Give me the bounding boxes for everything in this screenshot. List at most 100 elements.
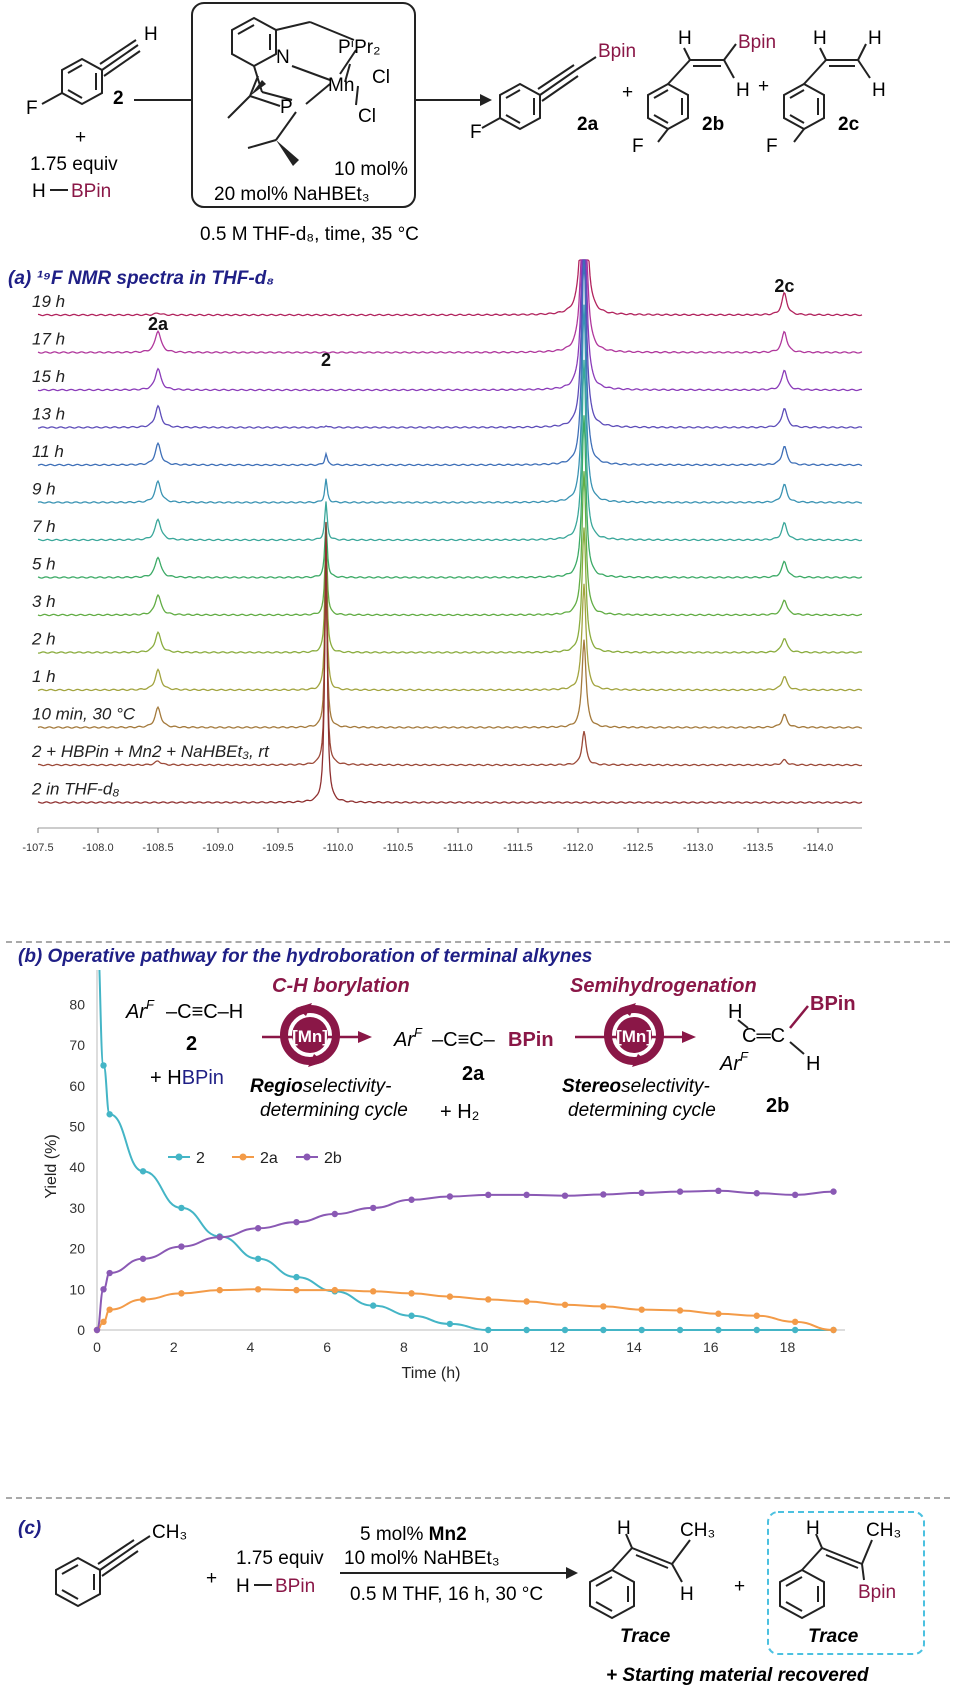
scheme-c: (c) CH₃ + 1.75 equiv H BPin 5 mol% Mn2 1… [18, 1511, 925, 1686]
nmr-axis-tick: -108.5 [142, 842, 173, 854]
legend-label: 2a [260, 1150, 278, 1167]
mn-label-1: [Mn] [292, 1027, 328, 1046]
reaction-scheme-top: H F 2 + 1.75 equiv H BPin N PⁱPr₂ Mn Cl … [26, 2, 886, 245]
data-point-2a [369, 1288, 377, 1295]
data-point-2b [106, 1269, 113, 1277]
data-point-2b [293, 1218, 300, 1226]
svg-text:F: F [470, 122, 482, 143]
y-tick-label: 90 [69, 970, 85, 972]
nmr-section-title: (a) ¹⁹F NMR spectra in THF-d₈ [8, 268, 275, 289]
data-point-2a [600, 1303, 607, 1310]
data-point-2b [216, 1234, 223, 1241]
catalyst-n: N [276, 47, 290, 68]
data-point-2a [293, 1286, 300, 1294]
nmr-trace [38, 359, 863, 542]
x-tick-label: 4 [247, 1339, 255, 1355]
nmr-axis-tick: -112.0 [563, 842, 593, 854]
data-point-2 [408, 1312, 415, 1319]
data-point-2 [676, 1326, 684, 1334]
pathway-compound-2b: 2b [766, 1095, 789, 1117]
nmr-trace [37, 471, 862, 617]
nmr-trace-label: 7 h [32, 517, 56, 536]
nmr-trace-label: 11 h [32, 442, 64, 461]
mn-cycle-1 [280, 1003, 340, 1067]
svg-text:F: F [632, 136, 644, 157]
legend-label: 2b [324, 1150, 342, 1167]
nmr-axis-tick: -112.5 [623, 842, 653, 854]
regio-line1: Regioselectivity- [250, 1076, 391, 1097]
nmr-trace [37, 564, 863, 767]
svg-text:–C≡C–: –C≡C– [432, 1029, 496, 1051]
stereo-line2: determining cycle [568, 1100, 716, 1121]
fluoro-label: F [26, 98, 38, 119]
nmr-peak-label: 2 [321, 350, 331, 370]
svg-text:H: H [813, 28, 827, 49]
data-point-2a [830, 1326, 837, 1334]
product-2a-bpin: Bpin [598, 41, 636, 62]
data-point-2b [100, 1286, 107, 1293]
data-point-2b [676, 1188, 684, 1195]
data-point-2b [830, 1188, 837, 1195]
yield-chart: 0102030405060708090100024681012141618Tim… [43, 970, 845, 1382]
vinyl-bpin: BPin [810, 993, 856, 1015]
data-point-2 [791, 1326, 799, 1334]
data-point-2a [139, 1296, 147, 1303]
data-point-2 [485, 1326, 492, 1334]
pathway-scheme: ArF –C≡C–H 2 + HBPin C-H borylation [Mn]… [125, 975, 856, 1123]
data-point-2a [254, 1286, 262, 1293]
y-tick-label: 60 [69, 1078, 85, 1094]
nmr-trace [37, 522, 863, 804]
trace-1: Trace [620, 1626, 671, 1647]
data-point-2a [331, 1286, 339, 1294]
product-2c-label: 2c [838, 114, 860, 135]
data-point-2a [561, 1301, 569, 1308]
y-tick-label: 80 [69, 996, 85, 1012]
data-point-2 [523, 1326, 530, 1334]
data-point-2b [254, 1225, 262, 1232]
svg-text:H: H [678, 28, 692, 49]
data-point-2a [485, 1296, 492, 1303]
data-point-2a [408, 1290, 415, 1297]
x-tick-label: 2 [170, 1339, 178, 1355]
data-point-2 [100, 1062, 107, 1069]
legend-marker [303, 1153, 311, 1161]
svg-text:H: H [806, 1518, 820, 1539]
nmr-axis-tick: -107.5 [22, 842, 53, 854]
data-point-2b [93, 1326, 101, 1334]
data-point-2 [561, 1326, 569, 1334]
data-point-2a [676, 1307, 684, 1314]
series-line-2a [96, 1288, 834, 1331]
data-point-2 [293, 1273, 300, 1281]
compound-2-label: 2 [113, 88, 124, 109]
data-point-2a [100, 1318, 107, 1326]
divider-a-b [6, 941, 950, 943]
data-point-2a [523, 1298, 530, 1305]
equiv-label: 1.75 equiv [30, 154, 118, 175]
y-axis-label: Yield (%) [43, 1134, 60, 1198]
x-tick-label: 6 [323, 1339, 331, 1355]
data-point-2 [715, 1326, 722, 1334]
svg-text:H: H [872, 80, 886, 101]
svg-text:+: + [206, 1568, 217, 1589]
x-tick-label: 14 [626, 1339, 642, 1355]
legend-marker [239, 1153, 247, 1161]
data-point-2a [178, 1290, 185, 1297]
data-point-2a [753, 1312, 760, 1319]
nmr-trace [37, 527, 863, 654]
data-point-2 [369, 1302, 377, 1309]
data-point-2b [485, 1191, 492, 1199]
data-point-2b [139, 1255, 147, 1262]
y-tick-label: 30 [69, 1200, 85, 1216]
x-tick-label: 16 [703, 1339, 719, 1355]
scheme-c-footnote: + Starting material recovered [606, 1665, 869, 1686]
x-tick-label: 12 [550, 1339, 566, 1355]
series-line-2b [96, 1189, 834, 1331]
y-tick-label: 0 [77, 1322, 85, 1338]
catalyst-loading: 10 mol% [334, 159, 408, 180]
svg-text:+: + [622, 82, 633, 103]
nmr-trace [37, 566, 863, 692]
nmr-trace-label: 17 h [32, 330, 65, 349]
product-highlight-box [767, 1511, 925, 1655]
nmr-axis-tick: -111.5 [503, 842, 533, 854]
pathway-section-title: (b) Operative pathway for the hydroborat… [18, 946, 593, 967]
